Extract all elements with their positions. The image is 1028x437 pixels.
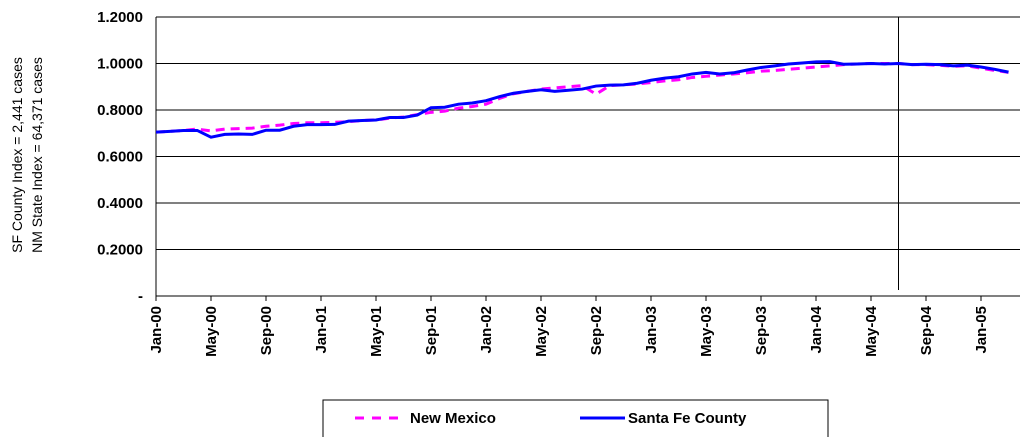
x-tick-label: May-04 xyxy=(863,305,880,357)
x-tick-label: Sep-03 xyxy=(753,306,770,355)
y-tick-label: 0.8000 xyxy=(97,102,143,119)
x-tick-label: Jan-01 xyxy=(313,306,330,354)
x-tick-label: Sep-02 xyxy=(588,306,605,355)
x-tick-label: May-01 xyxy=(368,306,385,357)
legend-label: Santa Fe County xyxy=(628,410,747,427)
x-tick-label: May-00 xyxy=(203,306,220,357)
y-tick-label: - xyxy=(138,288,143,305)
y-tick-label: 0.6000 xyxy=(97,149,143,166)
y-tick-label: 1.2000 xyxy=(97,9,143,26)
x-tick-label: Jan-03 xyxy=(643,306,660,354)
x-tick-label: Jan-00 xyxy=(148,306,165,354)
x-tick-label: Jan-04 xyxy=(808,305,825,353)
legend-label: New Mexico xyxy=(410,410,496,427)
y-axis-title: SF County Index = 2,441 cases xyxy=(9,57,25,253)
x-tick-label: May-02 xyxy=(533,306,550,357)
series-line xyxy=(155,60,1009,139)
x-tick-label: Sep-04 xyxy=(918,305,935,355)
x-tick-label: Sep-01 xyxy=(423,306,440,355)
y-tick-label: 1.0000 xyxy=(97,56,143,73)
y-tick-label: 0.2000 xyxy=(97,242,143,259)
x-tick-label: May-03 xyxy=(698,306,715,357)
x-tick-label: Jan-05 xyxy=(973,306,990,354)
series-line xyxy=(155,62,1009,134)
x-tick-label: Sep-00 xyxy=(258,306,275,355)
x-tick-label: Jan-02 xyxy=(478,306,495,354)
legend-box xyxy=(322,399,829,437)
y-axis-title: NM State Index = 64,371 cases xyxy=(29,57,45,253)
y-tick-label: 0.4000 xyxy=(97,195,143,212)
